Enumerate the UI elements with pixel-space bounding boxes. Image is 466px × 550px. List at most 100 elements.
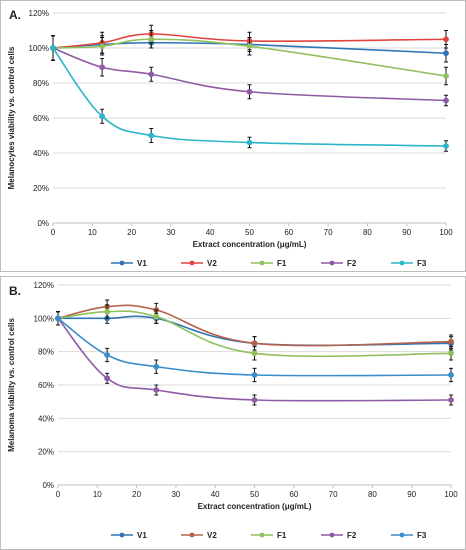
chart-panel-a: A. 0% 20% 40% 60% 80% 100% 120% 0 10 20 30 40 50 60 70 8… [0, 0, 466, 272]
charta-series-line-v1 [52, 41, 447, 55]
chartb-y-tick-label: 40% [38, 414, 54, 423]
charta-point-f3 [246, 139, 253, 146]
chartb-y-tick-label: 120% [34, 281, 54, 290]
chartb-x-tick-label: 100 [444, 490, 458, 499]
chartb-y-tick-label: 0% [42, 481, 54, 490]
charta-legend-marker [189, 260, 195, 266]
chartb-point-v2 [448, 338, 454, 345]
charta-y-tick-label: 80% [33, 79, 49, 88]
chartb-point-f2 [104, 375, 111, 382]
chartb-point-f2 [448, 397, 454, 403]
charta-point-v1 [443, 50, 449, 57]
chartb-panel-label: B. [9, 284, 21, 298]
chartb-legend-label-v1: V1 [137, 531, 147, 540]
chartb-point-f2 [153, 387, 160, 393]
chartb-point-f1 [104, 308, 111, 315]
charta-legend-label-f2: F2 [347, 259, 357, 268]
chartb-x-tick-label: 0 [56, 490, 61, 499]
charta-legend-marker [259, 260, 265, 266]
charta-x-tick-label: 0 [51, 228, 56, 237]
charta-series-line-f1 [52, 38, 447, 77]
charta-x-tick-label: 70 [324, 228, 333, 237]
charta-x-tick-label: 30 [166, 228, 175, 237]
chartb-point-f3 [55, 315, 61, 322]
chartb-series-line-f1 [57, 310, 452, 358]
charta-y-axis-label: Melanocytes viability vs. control cells [7, 46, 16, 189]
chartb-y-tick-label: 60% [38, 381, 54, 390]
chartb-legend-label-f2: F2 [347, 531, 357, 540]
chartb-legend-label-f1: F1 [277, 531, 287, 540]
charta-y-tick-label: 120% [29, 9, 49, 18]
chart-a: A. 0% 20% 40% 60% 80% 100% 120% 0 10 20 30 40 50 60 70 8… [7, 8, 453, 268]
chartb-legend-marker [119, 532, 125, 538]
charta-point-f2 [99, 64, 106, 71]
charta-point-f3 [50, 45, 56, 51]
chartb-point-v2 [251, 340, 258, 347]
charta-point-v2 [443, 36, 449, 43]
chartb-point-f3 [448, 372, 454, 378]
chartb-point-f3 [251, 372, 258, 378]
chartb-point-f1 [153, 313, 160, 320]
chartb-x-tick-label: 30 [171, 490, 180, 499]
chartb-x-tick-label: 90 [407, 490, 416, 499]
chartb-point-f1 [448, 350, 454, 357]
charta-x-tick-label: 40 [206, 228, 215, 237]
charta-series-line-f2 [52, 47, 447, 102]
chartb-legend-label-v2: V2 [207, 531, 217, 540]
chartb-x-tick-label: 50 [250, 490, 259, 499]
charta-legend-marker [399, 260, 405, 266]
charta-point-f3 [148, 132, 155, 139]
charta-legend-label-f1: F1 [277, 259, 287, 268]
charta-point-f3 [99, 113, 106, 120]
charta-panel-label: A. [9, 8, 21, 22]
chartb-series-line-f2 [57, 317, 452, 402]
charta-point-f1 [246, 43, 253, 50]
chartb-x-axis-label: Extract concentration (μg/mL) [198, 502, 312, 511]
chartb-y-axis-label: Melanoma viability vs. control cells [7, 318, 16, 452]
charta-legend-label-f3: F3 [417, 259, 427, 268]
chartb-legend-marker [399, 532, 405, 538]
charta-y-tick-label: 0% [37, 219, 49, 228]
charta-y-tick-label: 40% [33, 149, 49, 158]
chartb-x-tick-label: 60 [289, 490, 298, 499]
chartb-series-line-f3 [57, 317, 452, 377]
chartb-x-tick-label: 70 [329, 490, 338, 499]
chartb-legend-marker [329, 532, 335, 538]
chart-panel-b: B. 0% 20% 40% 60% 80% 100% 120% 0 10 20 30 40 50 60 70 8… [0, 276, 466, 550]
chartb-legend-marker [259, 532, 265, 538]
charta-legend-marker [119, 260, 125, 266]
chartb-y-tick-label: 20% [38, 448, 54, 457]
charta-legend-marker [329, 260, 335, 266]
chartb-x-tick-label: 20 [132, 490, 141, 499]
charta-point-f2 [443, 97, 449, 104]
charta-x-tick-label: 20 [127, 228, 136, 237]
charta-x-axis-label: Extract concentration (μg/mL) [193, 240, 307, 249]
chartb-point-f3 [104, 352, 111, 358]
charta-y-tick-label: 20% [33, 184, 49, 193]
charta-x-tick-label: 90 [402, 228, 411, 237]
chartb-x-tick-label: 80 [368, 490, 377, 499]
chartb-series-line-v2 [57, 304, 452, 347]
charta-x-tick-label: 60 [284, 228, 293, 237]
chartb-legend-label-f3: F3 [417, 531, 427, 540]
chartb-y-tick-label: 80% [38, 348, 54, 357]
charta-x-tick-label: 50 [245, 228, 254, 237]
charta-legend-label-v2: V2 [207, 259, 217, 268]
charta-x-tick-label: 100 [439, 228, 453, 237]
chartb-x-tick-label: 40 [211, 490, 220, 499]
chartb-x-tick-label: 10 [93, 490, 102, 499]
charta-point-f1 [443, 73, 449, 79]
charta-x-tick-label: 80 [363, 228, 372, 237]
chartb-point-f1 [251, 350, 258, 357]
charta-point-f1 [99, 43, 106, 50]
charta-point-f3 [443, 143, 449, 149]
charta-point-f2 [246, 88, 253, 95]
chartb-legend-marker [189, 532, 195, 538]
chartb-y-tick-label: 100% [34, 314, 54, 323]
charta-series-line-v2 [52, 33, 447, 49]
charta-series-line-f3 [52, 47, 447, 147]
chartb-point-f3 [153, 363, 160, 370]
charta-point-f1 [148, 36, 155, 43]
charta-y-tick-label: 60% [33, 114, 49, 123]
chart-b: B. 0% 20% 40% 60% 80% 100% 120% 0 10 20 30 40 50 60 70 8… [7, 281, 458, 540]
